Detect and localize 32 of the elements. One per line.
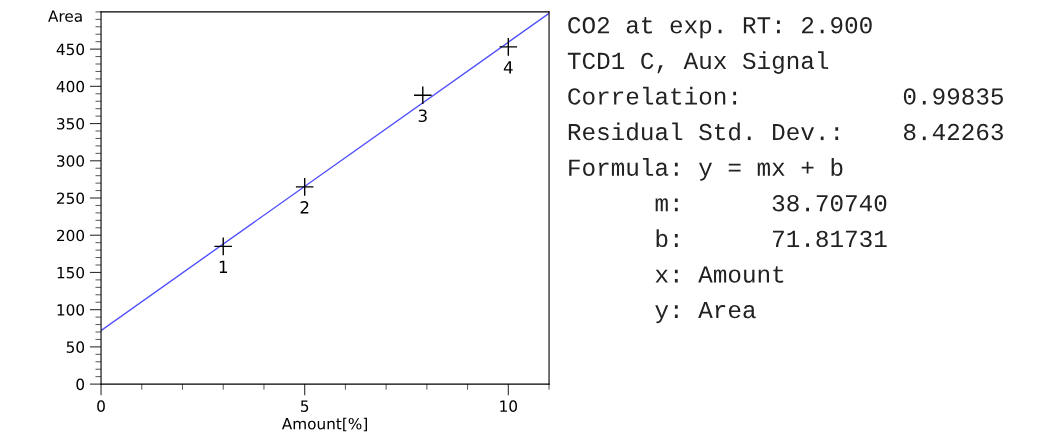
text: x: Amount <box>655 266 784 283</box>
y-tick-label: 200 <box>57 229 85 242</box>
y-tick-label: 400 <box>56 80 85 93</box>
text: Residual Std. Dev.: 8.42263 <box>568 122 1003 141</box>
annotation: 2 <box>300 201 309 214</box>
text: CO2 at exp. RT: 2.900 <box>568 17 872 39</box>
point <box>213 236 233 256</box>
text: m: 38.70740 <box>655 195 887 212</box>
y-tick-label: 50 <box>66 341 85 353</box>
y-tick-label: 350 <box>57 118 85 130</box>
x-tick-label: 10 <box>500 400 518 412</box>
text: b: 71.81731 <box>656 229 887 248</box>
annotation: 3 <box>418 109 427 123</box>
text: y: Area <box>655 302 756 324</box>
text: Formula: y = mx + b <box>569 158 843 181</box>
x-tick-label: 5 <box>301 400 309 412</box>
y-tick-label: 150 <box>57 266 85 279</box>
point <box>413 85 433 105</box>
y-axis-title: Area <box>48 10 82 22</box>
point <box>498 37 518 57</box>
y-tick-label: 300 <box>57 155 85 167</box>
annotation: 4 <box>503 61 513 74</box>
x-axis-title: Amount[%] <box>281 417 367 432</box>
text: Correlation: 0.99835 <box>568 86 1003 105</box>
y-tick-label: 100 <box>57 304 85 316</box>
y-tick-label: 450 <box>56 43 85 56</box>
x-tick-label: 0 <box>97 400 105 412</box>
y-tick-label: 0 <box>76 378 85 391</box>
point <box>295 177 315 197</box>
y-tick-label: 250 <box>57 192 85 205</box>
annotation: 1 <box>219 260 227 273</box>
text: TCD1 C, Aux Signal <box>567 51 829 74</box>
